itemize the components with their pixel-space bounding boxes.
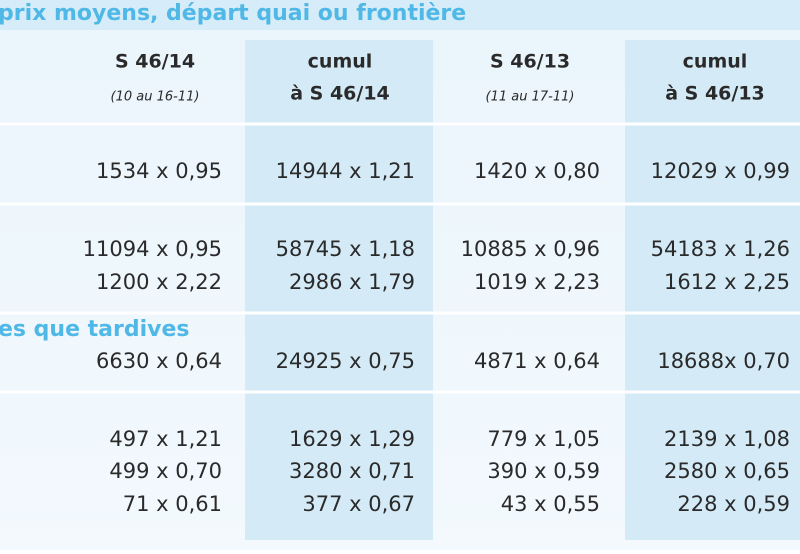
cell: 3280 x 0,71 (289, 459, 415, 483)
cell: 2986 x 1,79 (289, 270, 415, 294)
cell: 497 x 1,21 (109, 427, 222, 451)
column-subheader: à S 46/14 (290, 83, 390, 105)
column-subheader: à S 46/13 (665, 83, 765, 105)
cell: 24925 x 0,75 (276, 349, 415, 373)
cell: 11094 x 0,95 (83, 237, 222, 261)
cell: 6630 x 0,64 (96, 349, 222, 373)
cell: 18688x 0,70 (657, 349, 790, 373)
cell: 1420 x 0,80 (474, 159, 600, 183)
cell: 12029 x 0,99 (651, 159, 790, 183)
cell: 10885 x 0,96 (461, 237, 600, 261)
cell: 390 x 0,59 (487, 459, 600, 483)
cell: 228 x 0,59 (677, 492, 790, 516)
cell: 1612 x 2,25 (664, 270, 790, 294)
cell: 4871 x 0,64 (474, 349, 600, 373)
cell: 1019 x 2,23 (474, 270, 600, 294)
cell: 43 x 0,55 (501, 492, 600, 516)
section-label: es que tardives (0, 317, 190, 342)
cell: 54183 x 1,26 (651, 237, 790, 261)
cell: 377 x 0,67 (302, 492, 415, 516)
cell: 2139 x 1,08 (664, 427, 790, 451)
cell: 1629 x 1,29 (289, 427, 415, 451)
cell: 2580 x 0,65 (664, 459, 790, 483)
column-header: cumul (683, 51, 748, 73)
column-header: S 46/14 (115, 51, 195, 73)
cell: 1200 x 2,22 (96, 270, 222, 294)
cell: 58745 x 1,18 (276, 237, 415, 261)
column-header: cumul (308, 51, 373, 73)
cell: 499 x 0,70 (109, 459, 222, 483)
cell: 1534 x 0,95 (96, 159, 222, 183)
title: prix moyens, départ quai ou frontière (0, 1, 466, 26)
cell: 71 x 0,61 (123, 492, 222, 516)
separators (0, 122, 800, 394)
column-header: S 46/13 (490, 51, 570, 73)
cell: 14944 x 1,21 (276, 159, 415, 183)
column-subheader: (11 au 17-11) (486, 90, 575, 105)
title-bar (0, 0, 800, 30)
column-subheader: (10 au 16-11) (111, 90, 200, 105)
cell: 779 x 1,05 (487, 427, 600, 451)
